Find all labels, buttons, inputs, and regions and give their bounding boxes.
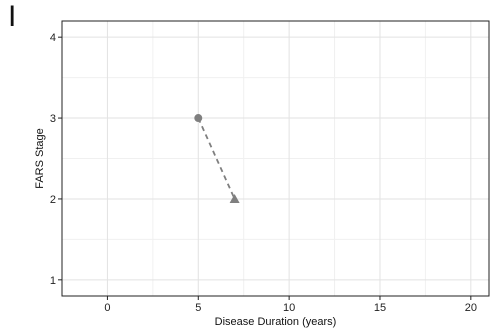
- x-axis-title: Disease Duration (years): [215, 316, 337, 328]
- data-point-triangle: [229, 193, 240, 203]
- y-axis-title: FARS Stage: [34, 128, 46, 189]
- x-tick-label: 15: [374, 302, 386, 314]
- panel-label: I: [8, 0, 17, 33]
- x-tick-label: 10: [283, 302, 295, 314]
- grid: [62, 21, 489, 296]
- data-point-circle: [194, 114, 203, 123]
- x-tick-label: 20: [465, 302, 477, 314]
- y-tick-label: 4: [50, 32, 56, 44]
- data-marks: [194, 114, 240, 203]
- plot-frame: [61, 20, 490, 297]
- axis-ticks: 0 5 10 15 20 1 2 3 4: [50, 32, 477, 314]
- x-tick-label: 5: [195, 302, 201, 314]
- y-tick-label: 3: [50, 113, 56, 125]
- x-tick-label: 0: [104, 302, 110, 314]
- y-tick-label: 2: [50, 194, 56, 206]
- series-line: [197, 117, 236, 200]
- y-tick-label: 1: [50, 275, 56, 287]
